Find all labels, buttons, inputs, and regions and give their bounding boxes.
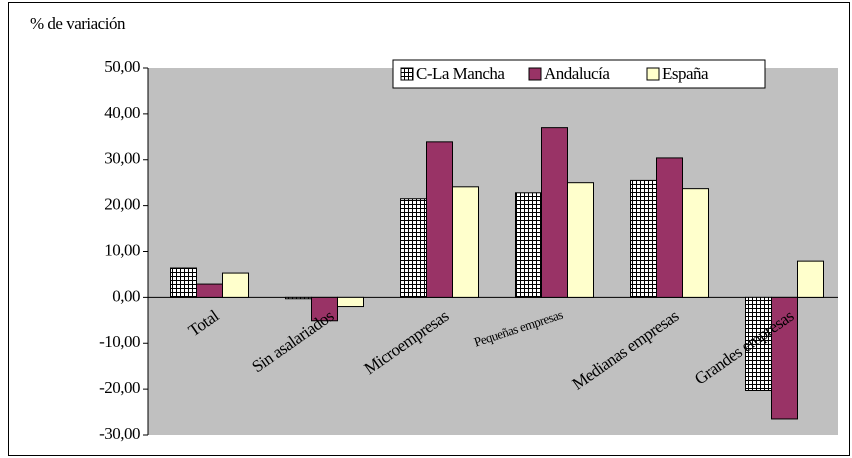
bar xyxy=(222,272,249,298)
bar xyxy=(285,296,312,300)
legend-label: Andalucía xyxy=(544,64,610,83)
bar xyxy=(311,296,338,322)
y-tick-label: 0,00 xyxy=(112,286,140,305)
bar xyxy=(745,296,772,392)
y-tick-label: 50,00 xyxy=(104,57,140,76)
y-tick-label: 40,00 xyxy=(104,103,140,122)
bar xyxy=(452,186,479,298)
plot-area xyxy=(148,68,838,435)
bar xyxy=(541,127,568,298)
legend-swatch xyxy=(528,67,542,81)
y-tick-label: -30,00 xyxy=(99,424,140,443)
bar xyxy=(196,283,223,298)
bar xyxy=(682,188,709,298)
y-tick-label: 10,00 xyxy=(104,240,140,259)
y-tick-label: -10,00 xyxy=(99,332,140,351)
bar xyxy=(400,198,427,298)
legend-label: C-La Mancha xyxy=(416,64,505,83)
bar xyxy=(797,260,824,298)
legend-swatch xyxy=(646,67,660,81)
legend-box xyxy=(392,59,766,89)
legend-swatch xyxy=(400,67,414,81)
bar xyxy=(515,192,542,298)
y-tick-label: -20,00 xyxy=(99,378,140,397)
y-tick-label: 30,00 xyxy=(104,149,140,168)
legend-label: España xyxy=(662,64,709,83)
y-axis-title: % de variación xyxy=(30,14,126,33)
bar xyxy=(170,267,197,298)
bar xyxy=(426,141,453,298)
bar xyxy=(771,296,798,420)
bar xyxy=(630,179,657,298)
y-tick-label: 20,00 xyxy=(104,195,140,214)
bar xyxy=(567,182,594,298)
bar xyxy=(337,296,364,308)
bar xyxy=(656,157,683,298)
